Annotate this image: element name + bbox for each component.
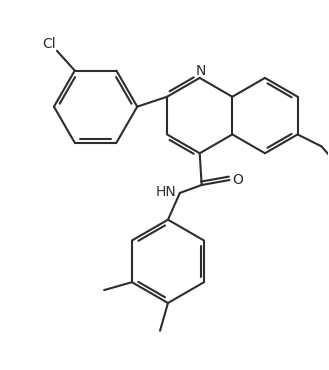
Text: Cl: Cl <box>42 37 56 51</box>
Text: O: O <box>232 173 243 187</box>
Text: HN: HN <box>156 185 176 199</box>
Text: N: N <box>195 64 206 78</box>
